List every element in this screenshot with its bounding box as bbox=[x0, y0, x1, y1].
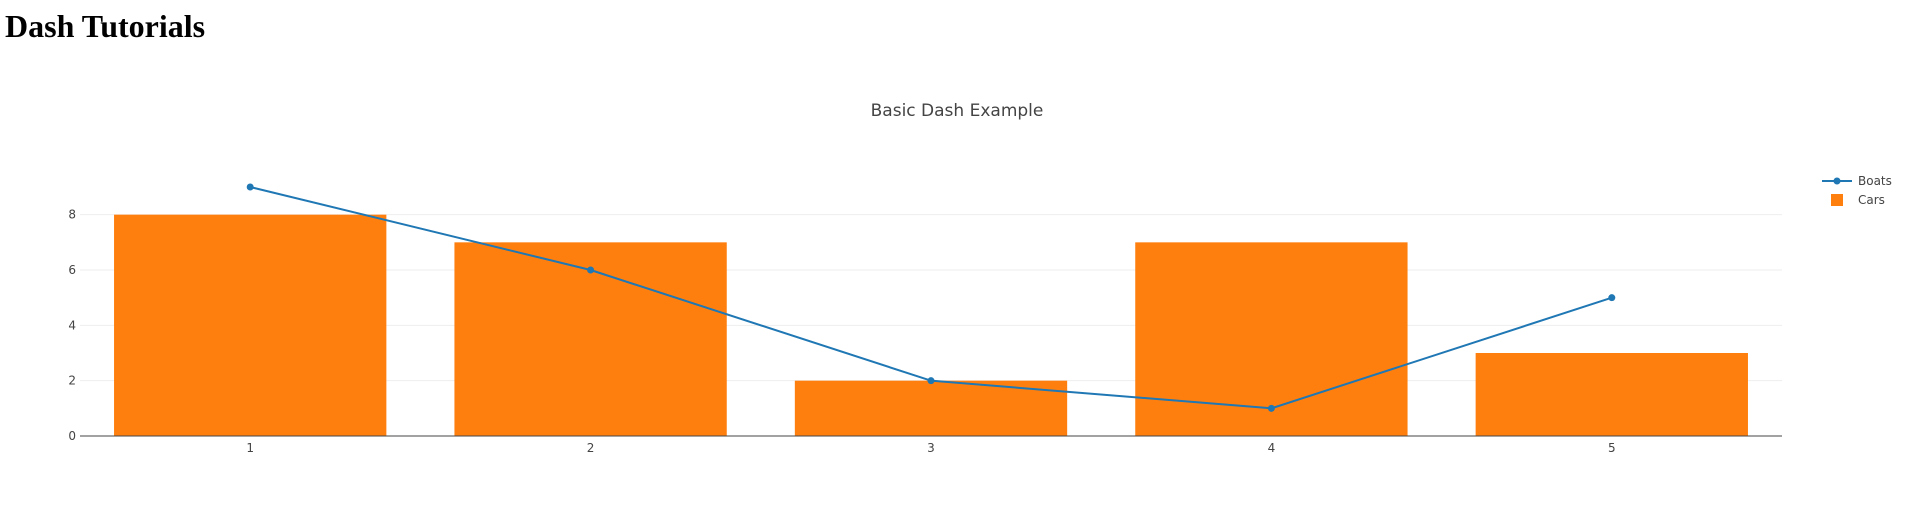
y-tick-label: 6 bbox=[68, 263, 76, 277]
chart-title: Basic Dash Example bbox=[871, 101, 1044, 121]
bars-cars bbox=[114, 214, 1748, 436]
x-tick-label: 1 bbox=[246, 441, 254, 455]
y-tick-label: 0 bbox=[68, 429, 76, 443]
point-boats bbox=[587, 266, 595, 274]
bar-cars bbox=[794, 380, 1068, 436]
bar-cars bbox=[454, 242, 727, 436]
bar-cars bbox=[1135, 242, 1408, 436]
point-boats bbox=[1267, 404, 1275, 412]
x-tick-label: 3 bbox=[927, 441, 935, 455]
bar-cars bbox=[1475, 353, 1748, 436]
y-tick-label: 4 bbox=[68, 318, 76, 332]
axes: 0 2 4 6 8 1 2 3 4 5 bbox=[68, 208, 1782, 455]
y-tick-label: 2 bbox=[68, 374, 76, 388]
graph-container[interactable]: Basic Dash Example 0 2 4 6 8 1 2 3 4 5 Boats Cars bbox=[0, 60, 1913, 519]
legend-label-boats: Boats bbox=[1858, 174, 1892, 188]
point-boats bbox=[1608, 294, 1616, 302]
legend[interactable]: Boats Cars bbox=[1822, 174, 1892, 207]
series-boats bbox=[246, 183, 1616, 412]
legend-label-cars: Cars bbox=[1858, 193, 1885, 207]
x-tick-label: 5 bbox=[1608, 441, 1616, 455]
legend-marker-boats bbox=[1833, 177, 1841, 185]
point-boats bbox=[927, 377, 935, 385]
y-tick-label: 8 bbox=[68, 208, 76, 222]
page-title: Dash Tutorials bbox=[5, 8, 206, 44]
chart[interactable]: Basic Dash Example 0 2 4 6 8 1 2 3 4 5 Boats Cars bbox=[0, 60, 1913, 519]
x-tick-label: 2 bbox=[587, 441, 595, 455]
x-tick-label: 4 bbox=[1268, 441, 1276, 455]
point-boats bbox=[246, 183, 254, 191]
bar-cars bbox=[114, 214, 387, 436]
legend-swatch-cars bbox=[1831, 194, 1843, 206]
